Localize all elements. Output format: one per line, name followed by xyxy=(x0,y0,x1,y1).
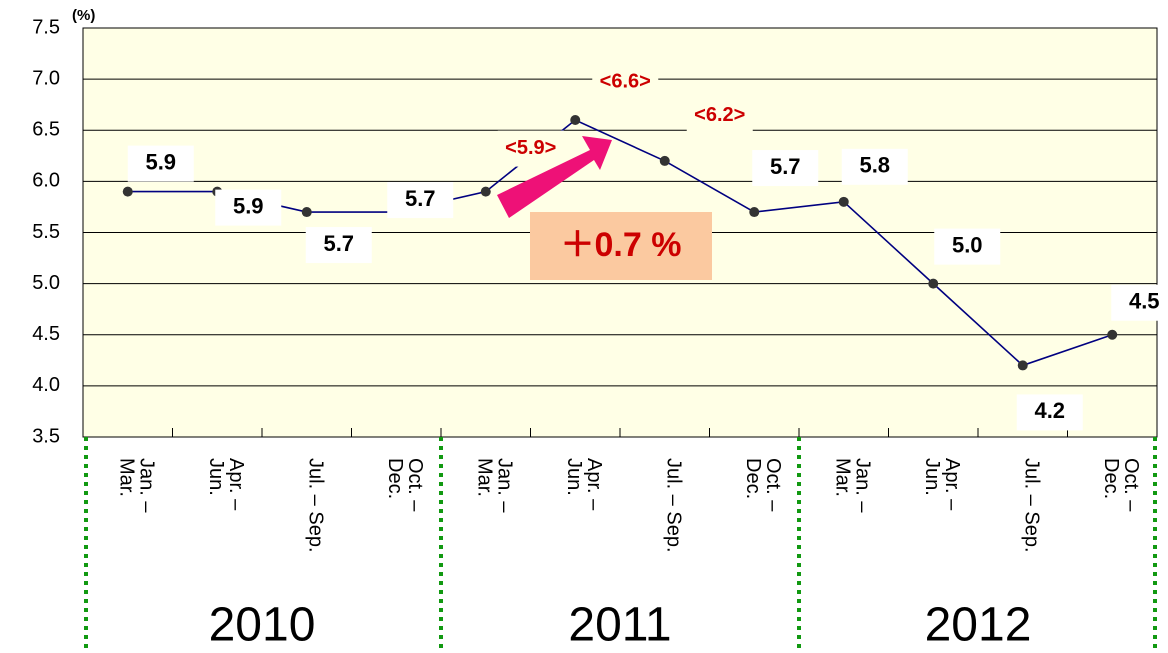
line xyxy=(127,119,1113,367)
label-bg xyxy=(305,227,372,264)
data-label: 5.7 xyxy=(405,186,436,211)
point xyxy=(122,186,133,197)
data-label: 4.2 xyxy=(1034,398,1065,423)
data-label: 5.9 xyxy=(233,193,264,218)
label-bg xyxy=(497,130,564,167)
y-tick-label: 5.5 xyxy=(32,221,60,243)
y-tick-label: 4.5 xyxy=(32,323,60,345)
label-bg xyxy=(387,182,454,219)
label-bg xyxy=(841,148,908,185)
x-tick-label: Dec. xyxy=(1100,458,1122,499)
data-label: <6.2> xyxy=(694,104,745,126)
point xyxy=(570,115,581,126)
point xyxy=(749,207,760,218)
x-tick-label: Jan. – xyxy=(851,458,873,513)
x-tick-label: Apr. – xyxy=(225,458,247,511)
x-tick-label: Mar. xyxy=(831,458,853,497)
x-tick-label: Dec. xyxy=(742,458,764,499)
data-label: 5.9 xyxy=(145,149,176,174)
point xyxy=(659,155,670,166)
data-label: 5.7 xyxy=(770,154,801,179)
y-tick-label: 4.0 xyxy=(32,374,60,396)
label-bg xyxy=(934,228,1001,265)
x-tick-label: Jan. – xyxy=(493,458,515,513)
data-label: <6.6> xyxy=(600,70,651,92)
point xyxy=(928,278,939,289)
x-tick-label: Oct. – xyxy=(1120,458,1142,512)
annotation: ＋0.7 % xyxy=(561,226,682,264)
label-bg xyxy=(686,97,753,134)
data-label: 4.5 xyxy=(1129,289,1160,314)
y-tick-label: 6.5 xyxy=(32,119,60,141)
label-bg xyxy=(215,189,282,226)
x-tick-label: Apr. – xyxy=(941,458,963,511)
x-tick-label: Mar. xyxy=(473,458,495,497)
x-tick-label: Mar. xyxy=(115,458,137,497)
data-label: 5.7 xyxy=(323,231,354,256)
group-label: 2011 xyxy=(568,599,671,652)
x-tick-label: Jul. – Sep. xyxy=(304,458,326,553)
point xyxy=(480,186,491,197)
group-label: 2010 xyxy=(209,599,316,652)
x-tick-label: Dec. xyxy=(384,458,406,499)
x-tick-label: Jul. – Sep. xyxy=(662,458,684,553)
point xyxy=(838,196,849,207)
unit-label: (%) xyxy=(72,7,95,24)
x-tick-label: Jul. – Sep. xyxy=(1020,458,1042,553)
point xyxy=(1107,329,1118,340)
x-tick-label: Oct. – xyxy=(762,458,784,512)
label-bg xyxy=(1111,284,1168,321)
x-tick-label: Jan. – xyxy=(135,458,157,513)
x-tick-label: Jun. xyxy=(205,458,227,496)
y-tick-label: 6.0 xyxy=(32,170,60,192)
x-tick-label: Jun. xyxy=(563,458,585,496)
label-bg xyxy=(592,64,659,101)
x-tick-label: Oct. – xyxy=(404,458,426,512)
x-tick-label: Jun. xyxy=(921,458,943,496)
arrow xyxy=(497,136,612,218)
label-bg xyxy=(752,150,819,187)
data-label: 5.8 xyxy=(859,153,890,178)
point xyxy=(301,207,312,218)
label-bg xyxy=(1016,394,1083,431)
x-tick-label: Apr. – xyxy=(583,458,605,511)
y-tick-label: 7.5 xyxy=(32,16,60,38)
label-bg xyxy=(127,145,194,182)
group-label: 2012 xyxy=(925,599,1032,652)
data-label: 5.0 xyxy=(952,232,983,257)
y-tick-label: 3.5 xyxy=(32,425,60,447)
y-tick-label: 7.0 xyxy=(32,67,60,89)
point xyxy=(1017,360,1028,371)
y-tick-label: 5.0 xyxy=(32,272,60,294)
annotation-box xyxy=(530,212,712,280)
data-label: <5.9> xyxy=(505,137,556,159)
